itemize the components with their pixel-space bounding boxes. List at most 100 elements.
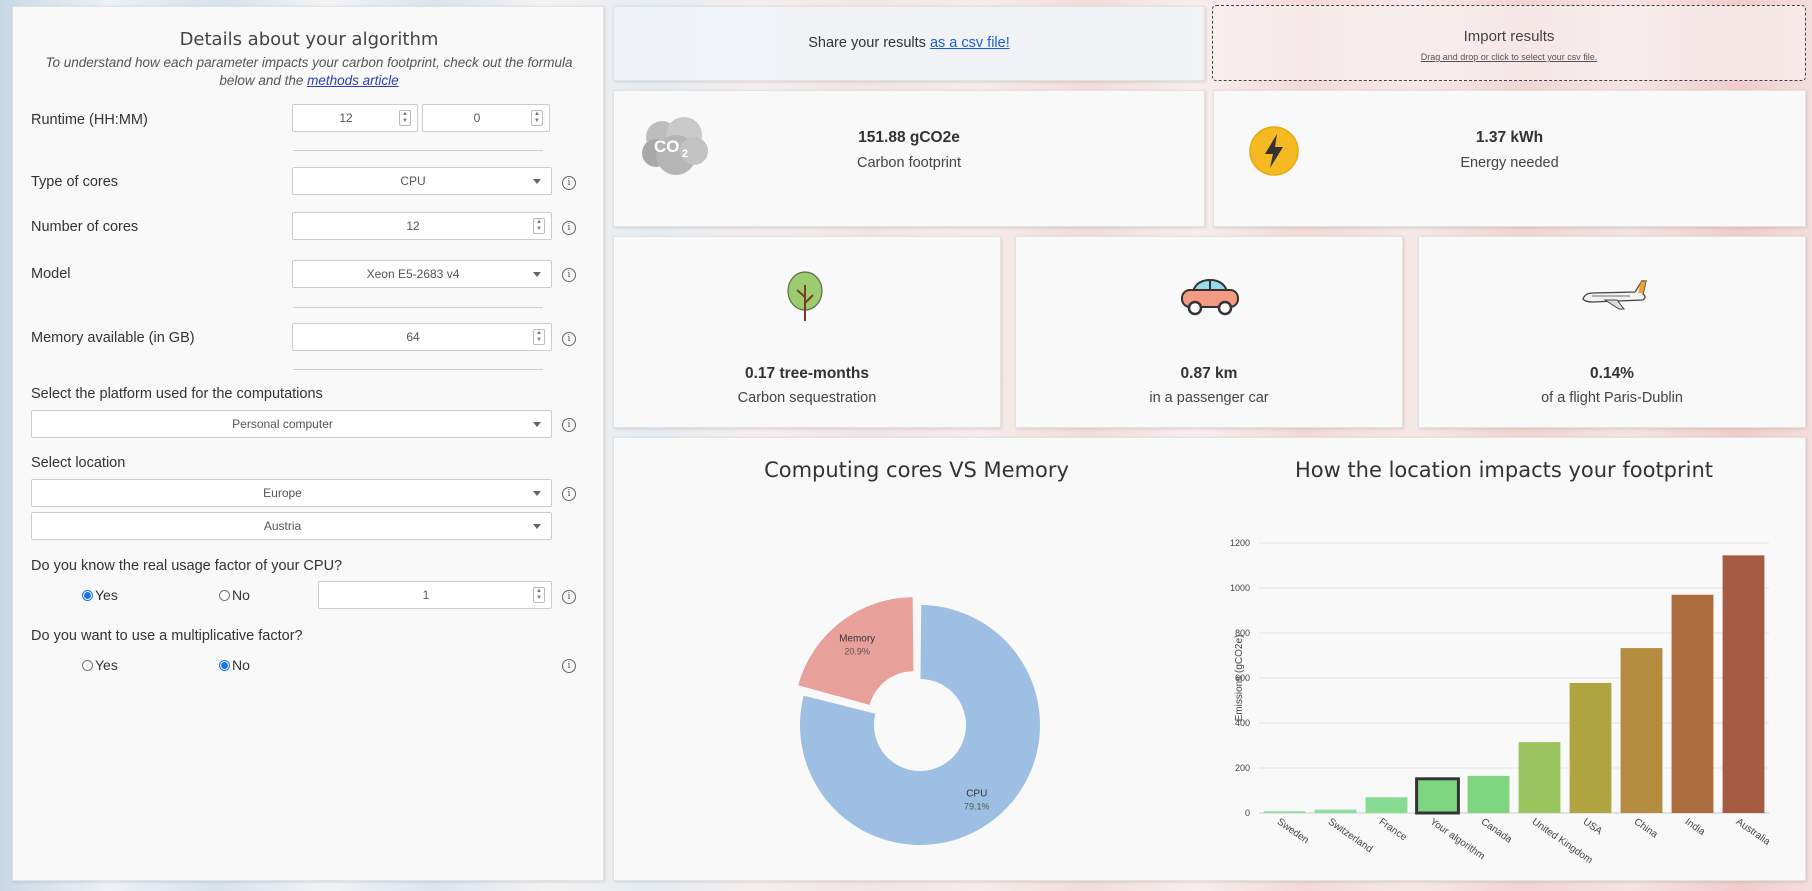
- runtime-label: Runtime (HH:MM): [31, 112, 148, 128]
- energy-card: 1.37 kWh Energy needed: [1213, 90, 1806, 227]
- co2-cloud-icon: CO 2: [642, 117, 708, 175]
- radio-selected-icon[interactable]: [82, 589, 93, 601]
- radio-unselected-icon[interactable]: [82, 659, 93, 671]
- pie-chart-title: Computing cores VS Memory: [764, 458, 1069, 482]
- model-select[interactable]: Xeon E5-2683 v4: [292, 260, 552, 288]
- donut-chart: CPU 79.1% Memory 20.9%: [798, 597, 1040, 845]
- car-label: in a passenger car: [1149, 390, 1269, 406]
- usage-yes-radio[interactable]: Yes: [82, 587, 118, 603]
- minutes-stepper-icon[interactable]: ▲ ▼: [531, 110, 543, 126]
- info-icon[interactable]: i: [562, 659, 576, 673]
- usage-stepper-icon[interactable]: ▲ ▼: [533, 587, 545, 603]
- tree-value: 0.17 tree-months: [744, 365, 870, 382]
- car-icon: [1181, 278, 1239, 316]
- flight-value: 0.14%: [1590, 365, 1634, 382]
- bar-your-algorithm[interactable]: [1415, 777, 1460, 815]
- info-icon[interactable]: i: [562, 268, 576, 282]
- multiplicative-yes-radio[interactable]: Yes: [82, 657, 118, 673]
- usage-yes-label: Yes: [95, 587, 118, 603]
- info-icon[interactable]: i: [562, 221, 576, 235]
- multiplicative-no-label: No: [232, 657, 250, 673]
- chevron-down-icon: [533, 523, 541, 529]
- x-tick-label: USA: [1581, 816, 1604, 837]
- separator: [293, 307, 543, 308]
- x-tick-label: China: [1632, 816, 1660, 840]
- pie-label: Memory: [839, 633, 875, 644]
- bar-united-kingdom[interactable]: [1518, 742, 1561, 813]
- import-hint[interactable]: Drag and drop or click to select your cs…: [1420, 52, 1598, 62]
- runtime-minutes-input[interactable]: 0 ▲ ▼: [422, 104, 550, 132]
- usage-factor-input[interactable]: 1 ▲ ▼: [318, 581, 552, 609]
- hours-stepper-icon[interactable]: ▲ ▼: [399, 110, 411, 126]
- info-icon[interactable]: i: [562, 176, 576, 190]
- form-description-text: To understand how each parameter impacts…: [45, 55, 573, 88]
- x-tick-label: India: [1683, 816, 1707, 838]
- bar-india[interactable]: [1671, 594, 1714, 813]
- bar-france[interactable]: [1365, 797, 1408, 813]
- co2-subscript: 2: [682, 148, 688, 160]
- usage-no-radio[interactable]: No: [219, 587, 250, 603]
- runtime-hours-value: 12: [339, 111, 353, 125]
- algorithm-form-panel: Details about your algorithm To understa…: [12, 6, 604, 881]
- radio-selected-icon[interactable]: [219, 659, 230, 671]
- tree-label: Carbon sequestration: [737, 390, 877, 406]
- platform-select[interactable]: Personal computer: [31, 410, 552, 438]
- share-results-box: Share your results as a csv file!: [613, 6, 1205, 81]
- info-icon[interactable]: i: [562, 332, 576, 346]
- bar-australia[interactable]: [1722, 555, 1765, 813]
- carbon-value: 151.88 gCO2e: [858, 129, 960, 146]
- core-type-select[interactable]: CPU: [292, 167, 552, 195]
- bar-canada[interactable]: [1467, 775, 1510, 813]
- carbon-label: Carbon footprint: [857, 155, 961, 171]
- num-cores-label: Number of cores: [31, 219, 139, 235]
- chevron-down-icon: [533, 421, 541, 427]
- num-cores-value: 12: [406, 219, 420, 233]
- import-title: Import results: [1463, 28, 1555, 45]
- cores-stepper-icon[interactable]: ▲ ▼: [533, 218, 545, 234]
- runtime-minutes-value: 0: [473, 111, 481, 125]
- info-icon[interactable]: i: [562, 418, 576, 432]
- memory-label: Memory available (in GB): [31, 330, 195, 346]
- separator: [293, 369, 543, 370]
- num-cores-input[interactable]: 12 ▲ ▼: [292, 212, 552, 240]
- share-text: Share your results as a csv file!: [614, 35, 1204, 51]
- usage-factor-label: Do you know the real usage factor of you…: [31, 558, 343, 574]
- model-value: Xeon E5-2683 v4: [366, 267, 460, 281]
- info-icon[interactable]: i: [562, 590, 576, 604]
- memory-stepper-icon[interactable]: ▲ ▼: [533, 329, 545, 345]
- pie-label: CPU: [966, 789, 987, 800]
- form-title: Details about your algorithm: [179, 29, 439, 50]
- pie-value-label: 20.9%: [844, 646, 870, 656]
- location-country-select[interactable]: Austria: [31, 512, 552, 540]
- y-tick-label: 600: [1235, 673, 1250, 683]
- lightning-icon: [1249, 126, 1299, 176]
- import-results-dropzone[interactable]: Import results Drag and drop or click to…: [1212, 5, 1806, 81]
- info-icon[interactable]: i: [562, 487, 576, 501]
- methods-article-link[interactable]: methods article: [307, 73, 399, 88]
- bar-china[interactable]: [1620, 648, 1663, 813]
- chevron-down-icon: [533, 271, 541, 277]
- x-tick-label: Switzerland: [1326, 816, 1375, 855]
- y-tick-label: 400: [1235, 718, 1250, 728]
- pie-value-label: 79.1%: [964, 802, 990, 812]
- pie-slice-memory[interactable]: [798, 597, 914, 705]
- location-region-select[interactable]: Europe: [31, 479, 552, 507]
- runtime-hours-input[interactable]: 12 ▲ ▼: [292, 104, 418, 132]
- location-country-value: Austria: [263, 519, 302, 533]
- y-tick-label: 1200: [1230, 538, 1250, 548]
- memory-input[interactable]: 64 ▲ ▼: [292, 323, 552, 351]
- passenger-car-card: 0.87 km in a passenger car: [1015, 236, 1403, 428]
- radio-unselected-icon[interactable]: [219, 589, 230, 601]
- car-value: 0.87 km: [1180, 365, 1238, 382]
- pie-slice-cpu[interactable]: [800, 605, 1040, 845]
- airplane-icon: [1582, 280, 1647, 310]
- multiplicative-no-radio[interactable]: No: [219, 657, 250, 673]
- csv-download-link[interactable]: as a csv file!: [929, 35, 1010, 51]
- bar-switzerland[interactable]: [1314, 809, 1357, 813]
- chevron-down-icon: [533, 178, 541, 184]
- bar-usa[interactable]: [1569, 682, 1612, 813]
- bar-sweden[interactable]: [1263, 811, 1306, 813]
- charts-panel: Computing cores VS Memory How the locati…: [613, 437, 1806, 881]
- tree-icon: [787, 271, 823, 321]
- usage-no-label: No: [232, 587, 250, 603]
